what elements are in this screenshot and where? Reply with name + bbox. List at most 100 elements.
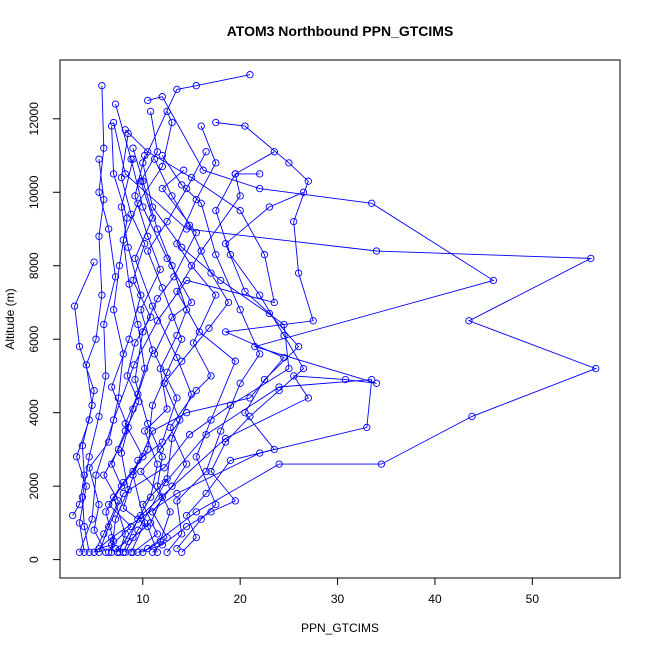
data-point xyxy=(185,221,194,229)
data-point xyxy=(182,511,191,520)
data-point xyxy=(309,317,317,325)
data-point xyxy=(290,372,298,380)
data-point xyxy=(221,438,230,446)
data-point xyxy=(176,416,184,424)
data-point xyxy=(163,548,171,556)
data-point xyxy=(144,445,152,454)
data-point xyxy=(107,122,116,130)
data-point xyxy=(377,460,386,468)
data-point xyxy=(465,317,473,325)
profile-line xyxy=(181,191,304,553)
data-point xyxy=(109,306,118,314)
data-point xyxy=(212,291,220,299)
data-point xyxy=(95,155,103,163)
data-point xyxy=(182,306,191,314)
data-point xyxy=(173,489,181,498)
data-point xyxy=(163,368,171,376)
data-point xyxy=(90,548,98,556)
data-point xyxy=(212,251,220,259)
data-point xyxy=(102,508,110,516)
data-point xyxy=(69,511,77,520)
data-point xyxy=(260,251,269,259)
data-point xyxy=(146,519,155,527)
data-point xyxy=(192,508,200,516)
data-point xyxy=(129,467,137,476)
data-point xyxy=(207,372,215,380)
profile-line xyxy=(113,122,597,549)
data-point xyxy=(231,170,239,178)
data-point xyxy=(270,298,278,307)
plot-frame xyxy=(59,59,621,579)
y-tick-label: 4000 xyxy=(27,399,41,426)
data-point xyxy=(192,533,200,542)
data-point xyxy=(119,504,127,512)
data-point xyxy=(170,273,178,281)
profile-line xyxy=(105,133,152,553)
profile-series xyxy=(85,122,131,556)
data-point xyxy=(182,460,191,468)
data-point xyxy=(182,184,191,193)
data-point xyxy=(117,482,126,490)
profile-line xyxy=(79,129,275,553)
data-point xyxy=(139,328,147,336)
data-point xyxy=(111,515,120,523)
data-point xyxy=(109,118,118,127)
data-point xyxy=(117,173,126,182)
data-point xyxy=(290,217,298,226)
profile-line xyxy=(115,103,193,553)
data-point xyxy=(123,372,131,380)
profile-line xyxy=(134,169,197,553)
chart-title: ATOM3 Northbound PPN_GTCIMS xyxy=(227,23,454,39)
data-point xyxy=(256,291,264,299)
data-point xyxy=(246,71,254,79)
data-point xyxy=(127,522,135,531)
data-point xyxy=(294,342,303,351)
profile-series xyxy=(134,148,308,556)
data-point xyxy=(127,155,135,163)
data-point xyxy=(158,453,166,461)
data-point xyxy=(139,159,147,167)
data-point xyxy=(153,548,162,556)
data-point xyxy=(207,508,215,516)
data-point xyxy=(153,317,162,325)
data-point xyxy=(158,151,166,160)
data-point xyxy=(163,217,171,226)
data-point xyxy=(207,416,215,424)
data-point xyxy=(129,548,137,556)
data-point xyxy=(202,148,210,156)
data-point xyxy=(139,548,147,556)
data-point xyxy=(236,192,244,200)
data-point xyxy=(80,471,88,479)
data-point xyxy=(82,361,90,369)
data-point xyxy=(95,232,103,240)
data-point xyxy=(168,192,176,200)
data-point xyxy=(139,203,147,211)
data-point xyxy=(141,240,149,248)
data-point xyxy=(105,548,113,556)
data-point xyxy=(270,148,278,156)
data-point xyxy=(158,493,166,501)
data-point xyxy=(158,184,166,193)
data-point xyxy=(107,383,116,391)
data-point xyxy=(156,445,164,454)
data-point xyxy=(115,548,124,556)
data-point xyxy=(98,291,106,299)
data-point xyxy=(163,405,171,413)
data-point xyxy=(260,375,269,384)
profile-series xyxy=(129,107,196,556)
data-point xyxy=(100,530,108,538)
data-point xyxy=(236,306,244,314)
profile-line xyxy=(132,111,192,553)
data-point xyxy=(236,206,244,215)
profile-line xyxy=(72,159,105,516)
data-point xyxy=(131,254,139,263)
data-point xyxy=(241,122,249,130)
data-point xyxy=(115,262,124,270)
data-point xyxy=(70,302,79,310)
profile-line xyxy=(151,125,217,553)
data-point xyxy=(113,548,122,556)
data-point xyxy=(158,162,166,171)
data-point xyxy=(146,107,155,116)
plot-area xyxy=(69,71,600,556)
